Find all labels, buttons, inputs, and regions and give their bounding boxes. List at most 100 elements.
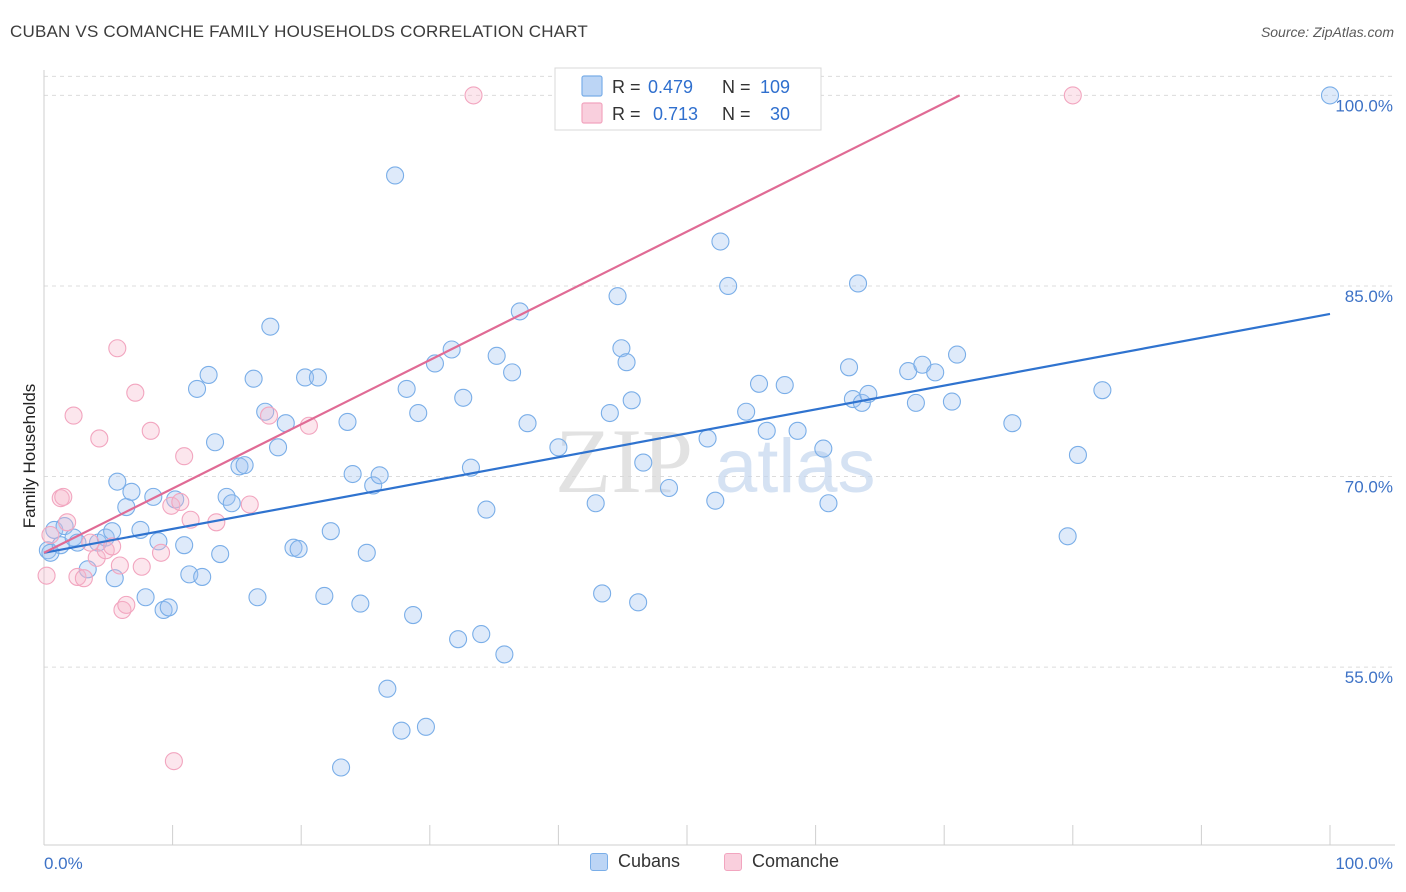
cubans-point	[308, 368, 327, 387]
cubans-point	[296, 368, 315, 387]
cubans-point	[775, 376, 794, 395]
cubans-point	[122, 482, 141, 501]
cubans-point	[472, 625, 491, 644]
comanche-trendline	[43, 94, 961, 554]
cubans-point	[261, 317, 280, 336]
cubans-point	[159, 598, 178, 617]
cubans-point	[659, 478, 679, 498]
cubans-point	[248, 588, 267, 607]
axes: 55.0% 70.0% 85.0% 100.0% 0.0% 100.0%	[43, 70, 1395, 873]
cubans-point	[518, 414, 537, 433]
legend-label-comanche: Comanche	[752, 851, 840, 871]
comanche-point	[1063, 86, 1082, 105]
cubans-point	[814, 439, 833, 458]
cubans-point	[503, 363, 522, 382]
source-credit: Source: ZipAtlas.com	[1260, 24, 1394, 40]
cubans-point	[357, 543, 376, 562]
cubans-point	[154, 600, 173, 620]
cubans-point	[942, 392, 961, 411]
cubans-point	[487, 346, 506, 365]
cubans-point	[757, 421, 776, 440]
comanche-point	[464, 86, 483, 105]
cubans-point	[108, 472, 127, 491]
cubans-point	[612, 339, 631, 358]
legend-n-label-cubans: N =	[722, 77, 751, 97]
cubans-point	[719, 276, 738, 296]
cubans-point	[706, 491, 725, 510]
comanche-point	[141, 421, 160, 440]
legend-box: R = 0.479 N = 109 R = 0.713 N = 30	[554, 67, 822, 131]
x-tick-label: 100.0%	[1335, 854, 1393, 873]
y-tick-label: 100.0%	[1335, 96, 1393, 115]
legend-swatch-comanche	[581, 102, 603, 124]
cubans-point	[222, 494, 241, 513]
legend-r-value-cubans: 0.479	[648, 77, 693, 97]
cubans-point	[848, 274, 868, 293]
cubans-point	[788, 421, 807, 440]
cubans-point	[199, 365, 218, 384]
cubans-point	[392, 721, 411, 740]
comanche-point	[162, 496, 181, 515]
comanche-point	[164, 752, 183, 771]
cubans-point	[711, 232, 730, 251]
cubans-point	[136, 588, 155, 607]
cubans-point	[404, 605, 423, 625]
y-tick-label: 85.0%	[1345, 287, 1393, 306]
cubans-point	[819, 494, 838, 513]
cubans-point	[948, 345, 967, 364]
cubans-point	[477, 500, 496, 519]
cubans-point	[634, 453, 653, 472]
cubans-point	[454, 388, 473, 407]
comanche-point	[175, 447, 194, 466]
data-points	[37, 86, 1340, 777]
comanche-point	[117, 595, 136, 614]
cubans-point	[321, 522, 340, 541]
legend-r-label-cubans: R =	[612, 77, 641, 97]
legend-item-cubans[interactable]: Cubans	[590, 851, 680, 872]
cubans-point	[351, 594, 370, 613]
comanche-swatch	[724, 852, 742, 871]
legend-r-value-comanche: 0.713	[653, 104, 698, 124]
trendlines	[43, 94, 1331, 554]
cubans-point	[1058, 527, 1077, 546]
watermark-zip: ZIP	[555, 410, 693, 512]
cubans-swatch	[590, 852, 608, 871]
comanche-point	[110, 556, 129, 575]
cubans-point	[622, 391, 641, 410]
comanche-point	[132, 557, 151, 576]
comanche-point	[108, 339, 127, 358]
cubans-point	[608, 287, 627, 306]
cubans-point	[386, 166, 405, 185]
cubans-point	[378, 679, 397, 698]
legend-label-cubans: Cubans	[618, 851, 681, 871]
cubans-point	[235, 456, 254, 475]
cubans-point	[586, 494, 605, 513]
gridlines	[44, 75, 1395, 668]
cubans-point	[103, 522, 122, 541]
x-tick-label: 0.0%	[44, 854, 83, 873]
cubans-point	[269, 438, 288, 457]
legend-item-comanche[interactable]: Comanche	[724, 851, 839, 872]
cubans-point	[495, 645, 514, 664]
cubans-point	[187, 379, 207, 398]
comanche-point	[259, 406, 279, 425]
cubans-point	[449, 630, 468, 649]
cubans-point	[343, 464, 362, 484]
comanche-point	[103, 537, 122, 556]
cubans-point	[549, 438, 568, 457]
cubans-point	[144, 487, 163, 506]
comanche-point	[37, 566, 56, 585]
legend-n-value-cubans: 109	[760, 77, 790, 97]
cubans-point	[926, 363, 945, 382]
cubans-point	[617, 353, 636, 372]
cubans-point	[211, 545, 230, 564]
cubans-point	[338, 412, 357, 431]
cubans-point	[1320, 86, 1340, 105]
cubans-point	[193, 567, 212, 586]
cubans-trendline	[43, 312, 1331, 554]
comanche-point	[64, 406, 83, 425]
cubans-point	[205, 433, 225, 452]
comanche-point	[90, 429, 109, 448]
cubans-point	[698, 429, 717, 448]
